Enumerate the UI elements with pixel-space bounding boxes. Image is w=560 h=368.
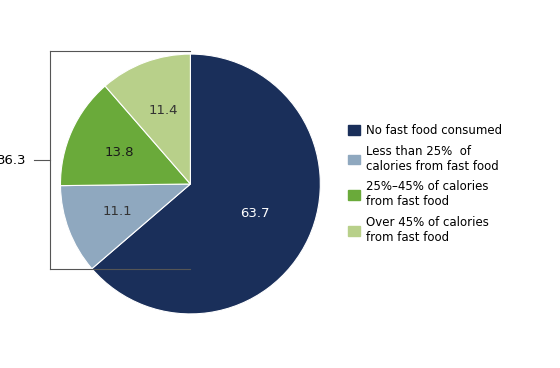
Wedge shape	[105, 54, 190, 184]
Text: 11.4: 11.4	[148, 105, 178, 117]
Legend: No fast food consumed, Less than 25%  of
calories from fast food, 25%–45% of cal: No fast food consumed, Less than 25% of …	[348, 124, 502, 244]
Wedge shape	[60, 184, 190, 269]
Text: 11.1: 11.1	[102, 205, 132, 218]
Text: 13.8: 13.8	[105, 146, 134, 159]
Text: 36.3: 36.3	[0, 153, 27, 167]
Wedge shape	[60, 86, 190, 185]
Wedge shape	[92, 54, 320, 314]
Text: 63.7: 63.7	[241, 207, 270, 220]
